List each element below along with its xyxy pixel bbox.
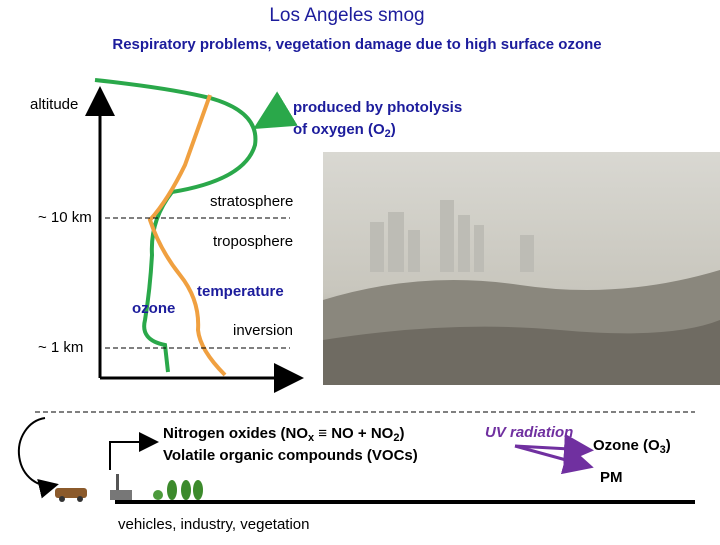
text-part: ≡ NO + NO bbox=[314, 425, 394, 442]
caption: vehicles, industry, vegetation bbox=[118, 516, 310, 533]
source-icons bbox=[55, 474, 203, 502]
text-part: ) bbox=[399, 425, 404, 442]
uv-label: UV radiation bbox=[485, 424, 573, 441]
annotation: of oxygen (O2) bbox=[293, 121, 396, 140]
ozone-curve bbox=[94, 78, 258, 373]
reactant: Nitrogen oxides (NOx ≡ NO + NO2) bbox=[163, 425, 404, 444]
photo bbox=[323, 152, 720, 385]
text-part: Ozone (O bbox=[593, 437, 660, 454]
temperature-curve bbox=[147, 94, 227, 377]
label: stratosphere bbox=[210, 193, 293, 210]
title: Los Angeles smog bbox=[269, 5, 424, 26]
reactant: Volatile organic compounds (VOCs) bbox=[163, 447, 418, 464]
arrow bbox=[514, 444, 594, 475]
subtitle: Respiratory problems, vegetation damage … bbox=[112, 36, 601, 53]
axis-label: altitude bbox=[30, 96, 78, 113]
subscript: 2 bbox=[385, 128, 391, 140]
label: ozone bbox=[132, 300, 175, 317]
subscript: 2 bbox=[393, 432, 399, 444]
annotation-part: ) bbox=[391, 121, 396, 138]
text-part: Nitrogen oxides (NO bbox=[163, 425, 308, 442]
annotation-part: of oxygen (O bbox=[293, 121, 385, 138]
product: Ozone (O3) bbox=[593, 437, 671, 456]
label: troposphere bbox=[213, 233, 293, 250]
subscript: 3 bbox=[660, 444, 666, 456]
arrow bbox=[253, 91, 298, 130]
label: ~ 10 km bbox=[38, 209, 92, 226]
annotation: produced by photolysis bbox=[293, 99, 462, 116]
subscript: x bbox=[308, 432, 315, 444]
cycle-arrow bbox=[17, 417, 59, 499]
label: temperature bbox=[197, 283, 284, 300]
arrow bbox=[109, 432, 159, 470]
label: inversion bbox=[233, 322, 293, 339]
product: PM bbox=[600, 469, 623, 486]
label: ~ 1 km bbox=[38, 339, 83, 356]
text-part: ) bbox=[666, 437, 671, 454]
